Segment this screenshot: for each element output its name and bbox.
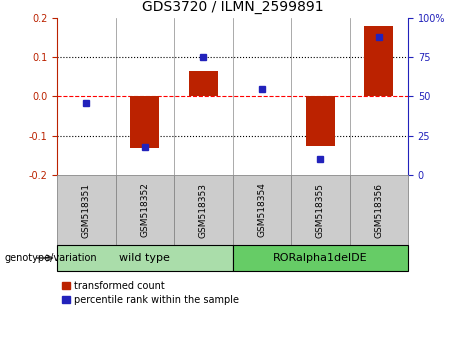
Text: GSM518351: GSM518351 bbox=[82, 183, 91, 238]
Bar bbox=[189, 71, 218, 97]
Text: GSM518352: GSM518352 bbox=[140, 183, 149, 238]
Legend: transformed count, percentile rank within the sample: transformed count, percentile rank withi… bbox=[62, 281, 240, 305]
Text: GSM518355: GSM518355 bbox=[316, 183, 325, 238]
Text: genotype/variation: genotype/variation bbox=[5, 253, 97, 263]
Bar bbox=[57, 245, 232, 271]
Bar bbox=[174, 175, 232, 245]
Bar bbox=[291, 175, 349, 245]
Text: GSM518356: GSM518356 bbox=[374, 183, 383, 238]
Bar bbox=[349, 175, 408, 245]
Bar bbox=[364, 26, 393, 97]
Bar bbox=[232, 245, 408, 271]
Bar bbox=[116, 175, 174, 245]
Text: wild type: wild type bbox=[119, 253, 170, 263]
Bar bbox=[306, 97, 335, 145]
Bar bbox=[232, 175, 291, 245]
Bar bbox=[130, 97, 160, 148]
Text: GSM518354: GSM518354 bbox=[257, 183, 266, 238]
Text: RORalpha1delDE: RORalpha1delDE bbox=[273, 253, 367, 263]
Text: GSM518353: GSM518353 bbox=[199, 183, 208, 238]
Title: GDS3720 / ILMN_2599891: GDS3720 / ILMN_2599891 bbox=[142, 0, 323, 14]
Bar bbox=[57, 175, 116, 245]
